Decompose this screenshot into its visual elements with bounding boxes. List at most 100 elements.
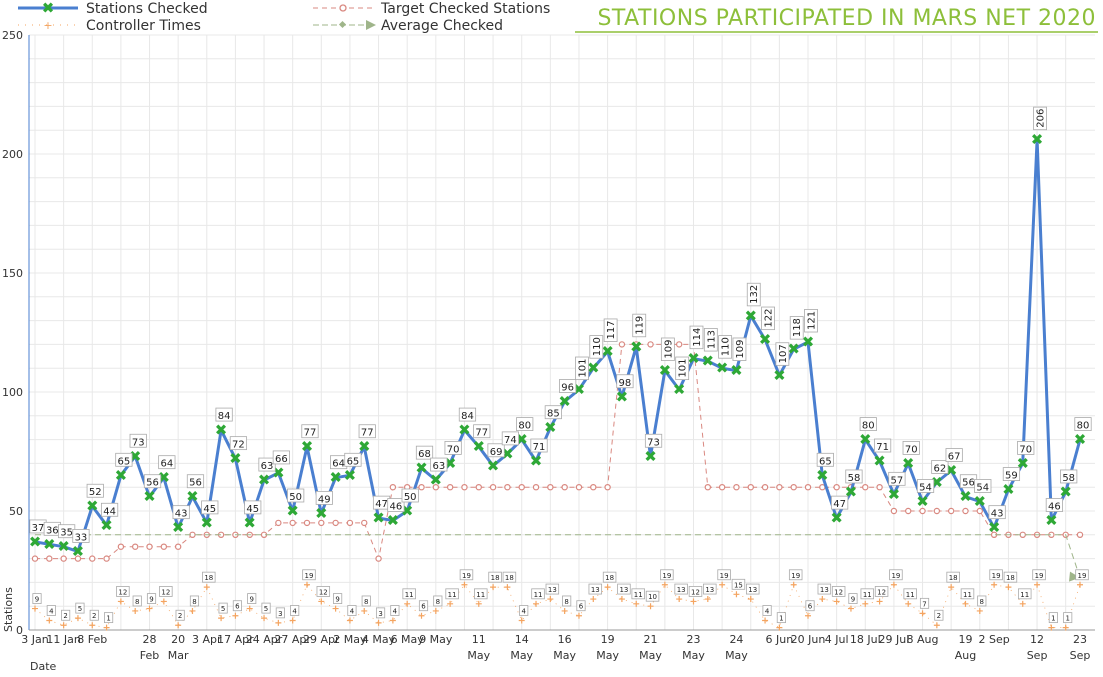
controller-data-label-box (247, 593, 257, 604)
controller-data-label-text: 1 (1051, 615, 1055, 623)
stations-point: ✖ (873, 452, 886, 470)
controller-data-label: 11 (860, 588, 875, 600)
controller-data-label-text: 11 (476, 591, 485, 599)
controller-point (704, 596, 711, 603)
stations-point: ✖ (229, 450, 242, 468)
stations-point: ✖ (344, 466, 357, 484)
stations-data-label-box (401, 488, 419, 503)
stations-data-label: 33 (72, 529, 90, 543)
controller-point (32, 605, 38, 612)
stations-data-label: 43 (172, 505, 190, 520)
controller-data-label: 6 (418, 600, 429, 612)
controller-data-label: 2 (89, 609, 99, 621)
stations-point: ✖ (530, 452, 543, 470)
stations-data-label: 57 (888, 471, 906, 486)
controller-data-label-text: 10 (648, 593, 657, 601)
controller-point (661, 581, 668, 588)
stations-data-label: 77 (473, 424, 491, 439)
controller-data-label-text: 18 (204, 574, 213, 582)
stations-point: ✖ (1002, 481, 1015, 499)
stations-data-label-text: 72 (232, 440, 245, 451)
stations-data-label-text: 54 (919, 482, 932, 493)
controller-point (1005, 584, 1012, 591)
controller-point (590, 596, 597, 603)
stations-data-label: 73 (129, 433, 147, 448)
stations-data-label-box (473, 424, 491, 439)
stations-data-label-box (358, 424, 376, 439)
controller-data-label-box (874, 586, 889, 597)
controller-data-label-box (1032, 569, 1046, 581)
controller-data-label: 13 (703, 583, 717, 595)
stations-data-label-text: 109 (663, 339, 674, 358)
controller-data-label: 1 (776, 612, 786, 624)
stations-point: ✖ (472, 438, 485, 456)
target-point (704, 484, 712, 491)
target-point (346, 519, 354, 527)
stations-data-label-text: 132 (749, 285, 760, 304)
legend-item-controller-times[interactable]: + Controller Times (18, 18, 201, 34)
legend-item-stations-checked[interactable]: ✖ Stations Checked (18, 0, 208, 17)
legend-item-average-checked[interactable]: Average Checked (313, 18, 503, 34)
stations-point: ✖ (687, 350, 700, 368)
stations-data-label-text: 119 (635, 316, 646, 335)
stations-data-label-box (689, 325, 704, 350)
controller-data-label: 6 (576, 600, 586, 612)
controller-point (289, 617, 296, 624)
stations-data-label-box (660, 337, 675, 361)
controller-data-label-text: 6 (579, 603, 584, 611)
controller-data-label-text: 13 (705, 586, 714, 594)
controller-data-label: 11 (531, 588, 545, 600)
controller-data-label: 6 (232, 600, 242, 612)
stations-point: ✖ (358, 438, 371, 456)
x-tick-label: 24 (729, 633, 743, 646)
controller-data-label: 19 (459, 569, 474, 581)
data-labels: 37 36 35 3352446573566443564584724563665077… (29, 106, 1092, 624)
stations-data-label-text: 73 (132, 437, 145, 448)
controller-data-label: 5 (261, 602, 271, 614)
controller-data-label: 4 (519, 605, 529, 616)
stations-data-label: 71 (530, 438, 548, 453)
controller-data-label: 13 (545, 583, 560, 595)
controller-data-label-box (347, 605, 357, 616)
controller-data-label-text: 1 (779, 615, 783, 623)
controller-point (647, 603, 654, 610)
stations-data-label-box (746, 282, 761, 307)
stations-data-label-text: 58 (848, 473, 861, 484)
stations-data-label-text: 47 (833, 499, 846, 510)
controller-data-label-box (919, 597, 930, 609)
stations-data-label-text: 57 (891, 475, 904, 486)
controller-data-label-box (302, 569, 316, 581)
stations-data-label-box (1045, 498, 1063, 512)
stations-data-label: 74 (501, 431, 519, 446)
controller-data-label-box (189, 595, 200, 607)
controller-point (805, 612, 812, 619)
controller-point (890, 581, 897, 588)
controller-data-label-box (32, 593, 42, 604)
stations-data-label-text: 107 (778, 344, 789, 363)
controller-point (690, 598, 697, 605)
stations-data-label-box (544, 405, 562, 420)
controller-data-label: 12 (688, 586, 703, 597)
controller-data-label: 18 (602, 571, 617, 583)
stations-data-label-box (945, 448, 963, 462)
controller-data-label: 19 (989, 569, 1003, 581)
x-tick-label: 29 Apr (303, 633, 340, 646)
controller-data-label: 19 (889, 569, 903, 581)
average-arrow (1069, 571, 1080, 582)
stations-data-label-text: 80 (862, 421, 875, 432)
stations-data-label-text: 84 (218, 411, 231, 422)
controller-data-label: 5 (218, 602, 228, 614)
stations-data-label-box (974, 479, 992, 493)
stations-data-label-text: 121 (807, 311, 818, 330)
stations-data-label: 50 (401, 488, 419, 503)
controller-data-label: 7 (919, 597, 930, 609)
target-point (60, 555, 67, 562)
legend-item-target-checked[interactable]: Target Checked Stations (313, 1, 550, 17)
controller-point (733, 591, 740, 598)
stations-data-label-box (1033, 106, 1047, 131)
x-tick-label: 23 (686, 633, 700, 646)
stations-data-label-text: 70 (1019, 444, 1032, 455)
stations-data-label-text: 47 (375, 499, 388, 510)
stations-data-label-box (988, 505, 1006, 520)
controller-data-label-box (960, 588, 975, 600)
